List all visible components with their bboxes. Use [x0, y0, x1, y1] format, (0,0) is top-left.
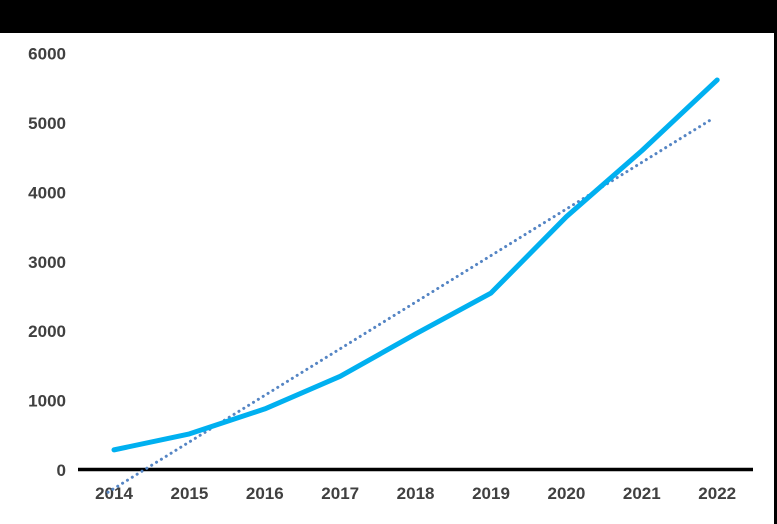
x-axis-tick-label: 2016: [246, 484, 284, 503]
x-axis-tick-label: 2020: [547, 484, 585, 503]
x-axis-tick-label: 2017: [321, 484, 359, 503]
top-black-bar: [0, 0, 777, 33]
y-axis-tick-label: 1000: [28, 392, 66, 411]
y-axis-tick-label: 4000: [28, 183, 66, 202]
y-axis-tick-label: 2000: [28, 322, 66, 341]
x-axis-tick-label: 2021: [623, 484, 661, 503]
y-axis-tick-label: 6000: [28, 45, 66, 64]
y-axis-tick-label: 0: [57, 461, 66, 480]
x-axis-tick-label: 2022: [698, 484, 736, 503]
x-axis-tick-label: 2014: [95, 484, 133, 503]
y-axis-tick-label: 5000: [28, 114, 66, 133]
y-axis-tick-label: 3000: [28, 253, 66, 272]
right-black-border: [774, 0, 777, 524]
trendline-dotted: [106, 118, 713, 494]
x-axis-tick-label: 2018: [397, 484, 435, 503]
x-axis-tick-label: 2019: [472, 484, 510, 503]
x-axis-tick-label: 2015: [170, 484, 208, 503]
main-data-line: [111, 77, 720, 453]
